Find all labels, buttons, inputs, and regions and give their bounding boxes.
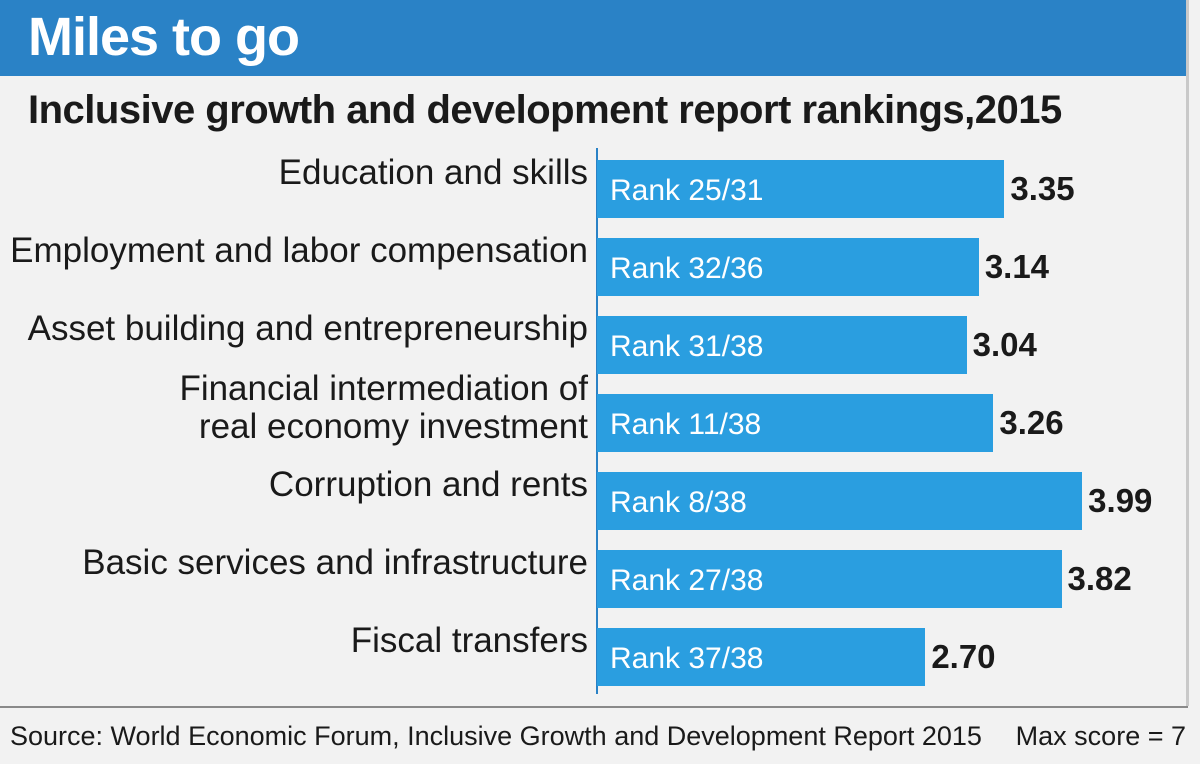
category-label: Education and skills: [278, 153, 588, 192]
value-label: 3.04: [972, 326, 1037, 363]
value-label: 3.99: [1088, 482, 1153, 519]
header-banner: Miles to go: [0, 0, 1188, 76]
rank-label: Rank 31/38: [610, 330, 764, 363]
category-label: Financial intermediation of real economy…: [179, 369, 588, 446]
bar: [597, 238, 979, 296]
category-label: Fiscal transfers: [350, 621, 588, 660]
page-title: Miles to go: [28, 7, 300, 67]
rank-label: Rank 32/36: [610, 252, 764, 285]
bar: [597, 550, 1062, 608]
value-label: 2.70: [931, 638, 996, 675]
bar: [597, 160, 1005, 218]
rank-label: Rank 27/38: [610, 564, 764, 597]
max-score-note: Max score = 7: [1015, 721, 1186, 751]
bar: [597, 628, 926, 686]
source-note: Source: World Economic Forum, Inclusive …: [10, 721, 982, 751]
bar: [597, 472, 1083, 530]
category-label: Employment and labor compensation: [10, 231, 588, 270]
category-label: Basic services and infrastructure: [82, 543, 588, 582]
rank-label: Rank 11/38: [610, 408, 762, 441]
category-label: Asset building and entrepreneurship: [27, 309, 588, 348]
chart-title: Inclusive growth and development report …: [28, 88, 1062, 132]
value-label: 3.35: [1010, 170, 1075, 207]
rank-label: Rank 37/38: [610, 642, 764, 675]
value-label: 3.14: [984, 248, 1050, 285]
rank-label: Rank 25/31: [610, 174, 764, 207]
value-label: 3.26: [999, 404, 1064, 441]
value-label: 3.82: [1067, 560, 1132, 597]
rank-label: Rank 8/38: [610, 486, 747, 519]
bar: [597, 316, 967, 374]
bar: [597, 394, 994, 452]
category-label: Corruption and rents: [268, 465, 588, 504]
right-divider: [1186, 0, 1189, 706]
footer-divider: [0, 706, 1188, 708]
